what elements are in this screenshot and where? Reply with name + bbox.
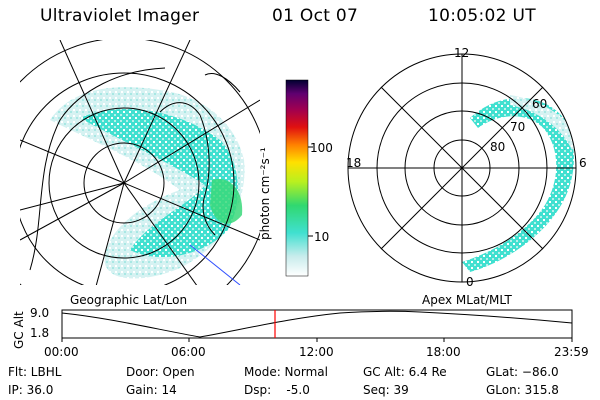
time-tick-0600: 06:00 <box>171 345 206 359</box>
time-tick-1200: 12:00 <box>299 345 334 359</box>
altitude-ytick-low: 1.8 <box>30 326 50 340</box>
mlt-label-6: 6 <box>579 156 587 170</box>
instrument-title: Ultraviolet Imager <box>40 6 200 26</box>
mode-status: Mode: Normal <box>244 365 328 379</box>
mlat-label-80: 80 <box>490 140 506 154</box>
gain-status: Gain: 14 <box>126 383 177 397</box>
door-status: Door: Open <box>126 365 195 379</box>
filter-status: Flt: LBHL <box>8 365 62 379</box>
mlat-label-70: 70 <box>510 120 526 134</box>
time-tick-0000: 00:00 <box>44 345 79 359</box>
geographic-caption: Geographic Lat/Lon <box>70 293 188 307</box>
dsp-status: Dsp: -5.0 <box>244 383 310 397</box>
altitude-ytick-high: 9.0 <box>30 306 50 320</box>
gc-alt-status: GC Alt: 6.4 Re <box>363 365 447 379</box>
glon-status: GLon: 315.8 <box>486 383 559 397</box>
glat-status: GLat: −86.0 <box>486 365 559 379</box>
time-tick-2359: 23:59 <box>554 345 589 359</box>
ip-status: IP: 36.0 <box>8 383 54 397</box>
mlt-label-12: 12 <box>454 46 470 60</box>
image-time: 10:05:02 UT <box>428 6 536 26</box>
image-date: 01 Oct 07 <box>272 6 359 26</box>
altitude-plot <box>61 309 573 342</box>
time-tick-1800: 18:00 <box>426 345 461 359</box>
color-scale-bar <box>285 79 309 277</box>
colorbar-tick-10: 10 <box>314 230 330 244</box>
mlt-label-18: 18 <box>346 156 362 170</box>
altitude-curve <box>61 310 573 338</box>
geographic-map <box>20 40 260 285</box>
aurora-oval-magnetic <box>462 97 574 272</box>
altitude-ylabel: GC Alt <box>12 311 26 349</box>
apex-caption: Apex MLat/MLT <box>422 293 512 307</box>
aurora-core-geographic <box>80 109 238 258</box>
colorbar-tick-100: 100 <box>310 141 333 155</box>
colorbar-unit-label: photon cm⁻²s⁻¹ <box>258 147 272 240</box>
polar-plot <box>347 53 577 283</box>
mlt-label-0: 0 <box>466 275 474 289</box>
mlat-label-60: 60 <box>532 97 548 111</box>
seq-status: Seq: 39 <box>363 383 409 397</box>
